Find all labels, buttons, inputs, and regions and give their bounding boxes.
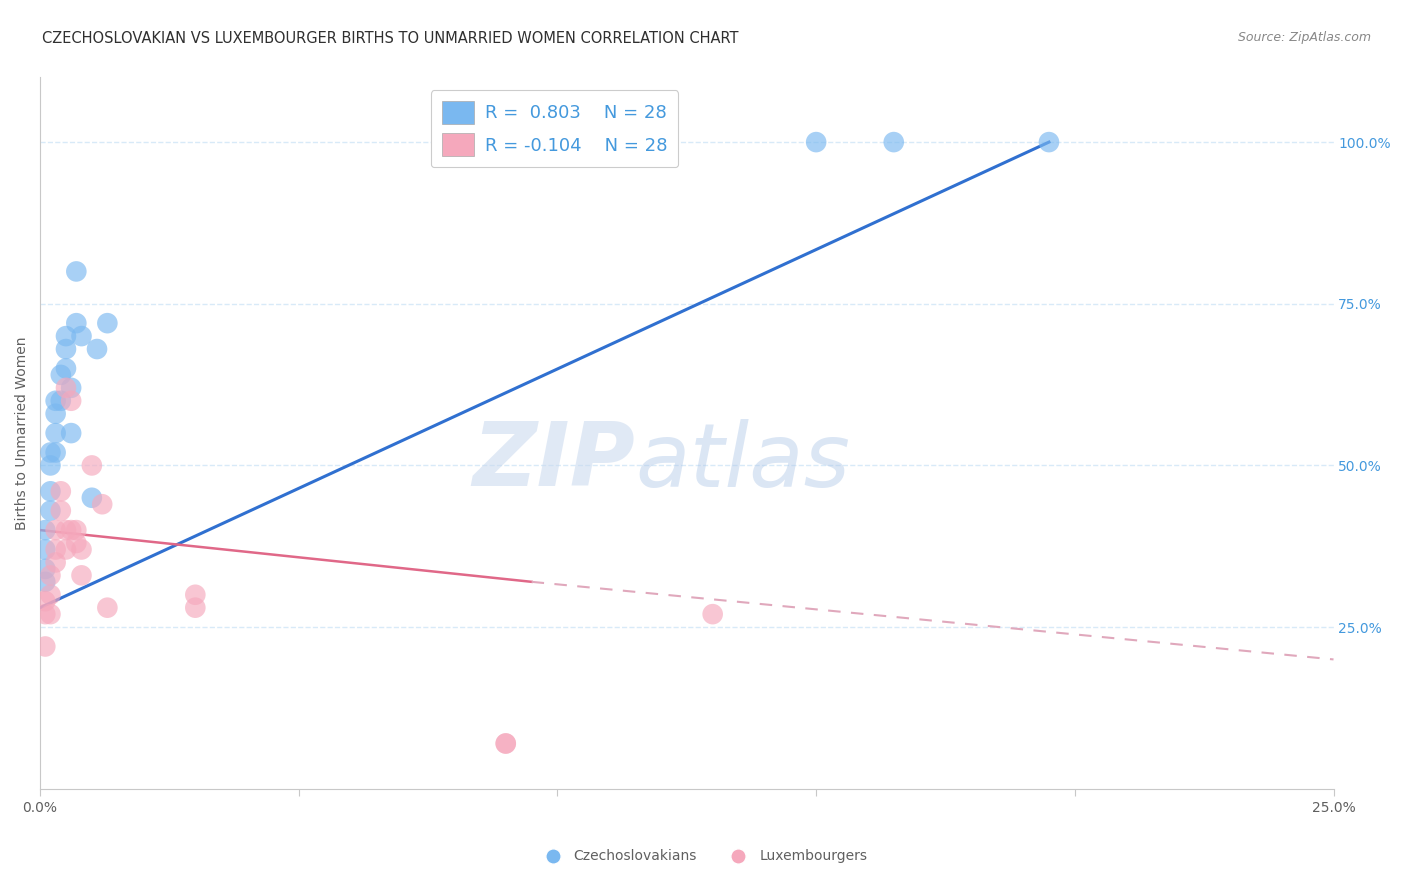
Text: ZIP: ZIP: [472, 418, 636, 505]
Point: [65, 264, 87, 278]
Point: [34, 574, 56, 589]
Point: [1038, 135, 1060, 149]
Point: [55, 381, 77, 395]
Point: [49, 504, 72, 518]
Point: [96, 600, 118, 615]
Point: [34, 594, 56, 608]
Point: [80, 491, 103, 505]
Point: [39, 607, 62, 622]
Point: [45, 393, 67, 408]
Point: [49, 368, 72, 382]
Point: [65, 316, 87, 330]
Text: CZECHOSLOVAKIAN VS LUXEMBOURGER BIRTHS TO UNMARRIED WOMEN CORRELATION CHART: CZECHOSLOVAKIAN VS LUXEMBOURGER BIRTHS T…: [42, 31, 738, 46]
Point: [91, 497, 114, 511]
Point: [49, 393, 72, 408]
Legend: R =  0.803    N = 28, R = -0.104    N = 28: R = 0.803 N = 28, R = -0.104 N = 28: [430, 90, 678, 167]
Point: [39, 588, 62, 602]
Point: [60, 393, 83, 408]
Point: [70, 542, 93, 557]
Point: [65, 536, 87, 550]
Point: [39, 484, 62, 499]
Point: [70, 568, 93, 582]
Point: [34, 640, 56, 654]
Point: [39, 445, 62, 459]
Point: [45, 426, 67, 441]
Point: [34, 542, 56, 557]
Point: [34, 607, 56, 622]
Point: [495, 737, 517, 751]
Point: [184, 588, 207, 602]
Point: [65, 523, 87, 537]
Point: [70, 329, 93, 343]
Point: [60, 381, 83, 395]
Point: [495, 737, 517, 751]
Point: [55, 523, 77, 537]
Point: [45, 407, 67, 421]
Point: [39, 458, 62, 473]
Point: [34, 523, 56, 537]
Point: [45, 445, 67, 459]
Point: [55, 329, 77, 343]
Point: [96, 316, 118, 330]
Point: [60, 523, 83, 537]
Text: atlas: atlas: [636, 418, 851, 505]
Point: [45, 523, 67, 537]
Point: [86, 342, 108, 356]
Point: [804, 135, 827, 149]
Point: [45, 556, 67, 570]
Point: [34, 562, 56, 576]
Point: [49, 484, 72, 499]
Text: Source: ZipAtlas.com: Source: ZipAtlas.com: [1237, 31, 1371, 45]
Point: [80, 458, 103, 473]
Legend: Czechoslovakians, Luxembourgers: Czechoslovakians, Luxembourgers: [533, 844, 873, 869]
Point: [55, 542, 77, 557]
Point: [39, 504, 62, 518]
Point: [883, 135, 905, 149]
Point: [45, 542, 67, 557]
Point: [60, 426, 83, 441]
Point: [184, 600, 207, 615]
Point: [39, 568, 62, 582]
Point: [55, 342, 77, 356]
Point: [702, 607, 724, 622]
Y-axis label: Births to Unmarried Women: Births to Unmarried Women: [15, 336, 30, 530]
Point: [55, 361, 77, 376]
